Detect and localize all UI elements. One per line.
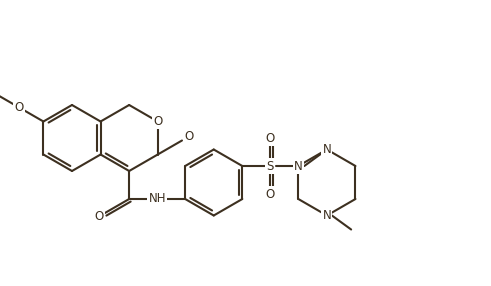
Text: S: S [267,160,274,172]
Text: NH: NH [148,192,166,206]
Text: N: N [323,143,331,156]
Text: O: O [15,101,24,114]
Text: O: O [153,115,163,128]
Text: N: N [323,209,331,222]
Text: O: O [94,210,104,223]
Text: O: O [184,130,193,143]
Text: O: O [266,132,275,144]
Text: N: N [294,160,302,172]
Text: O: O [266,188,275,200]
